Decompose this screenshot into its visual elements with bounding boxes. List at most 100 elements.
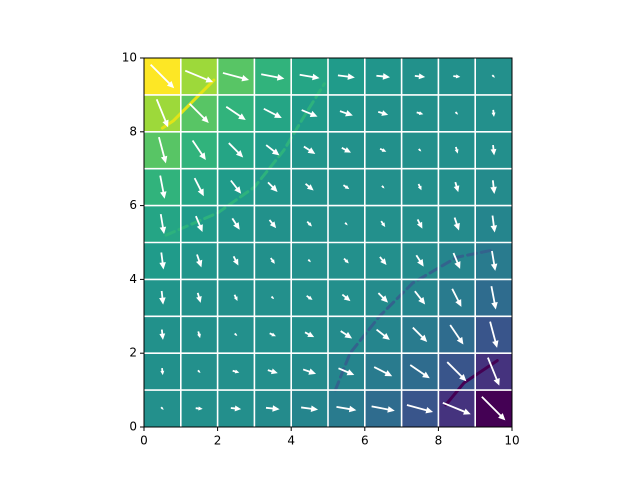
- arrow: [196, 292, 202, 303]
- arrow: [414, 290, 426, 305]
- arrow: [376, 73, 391, 80]
- arrow: [232, 255, 239, 266]
- arrow: [230, 405, 242, 412]
- arrow: [159, 175, 167, 199]
- arrow: [303, 145, 316, 154]
- cell-grid: [144, 58, 512, 427]
- x-tick-label: 0: [140, 434, 148, 448]
- arrow: [379, 147, 387, 152]
- arrow: [490, 250, 498, 271]
- arrow: [377, 110, 389, 116]
- arrow: [307, 259, 311, 263]
- arrow: [302, 368, 317, 375]
- y-tick-label: 0: [129, 420, 137, 434]
- arrow: [453, 74, 461, 79]
- y-tick-label: 6: [129, 198, 137, 212]
- x-tick-label: 8: [435, 434, 443, 448]
- arrow: [409, 364, 430, 379]
- arrow: [377, 292, 388, 303]
- arrow: [490, 215, 498, 233]
- arrow: [491, 74, 495, 78]
- arrow: [196, 254, 203, 268]
- y-tick-label: 8: [129, 124, 137, 138]
- arrow: [265, 405, 280, 412]
- arrow: [416, 111, 424, 116]
- arrow: [342, 184, 350, 190]
- contour-line: [333, 248, 496, 392]
- arrow: [301, 109, 318, 117]
- arrow: [487, 357, 500, 386]
- arrow: [222, 72, 250, 82]
- arrow: [454, 111, 459, 115]
- arrow: [416, 219, 423, 229]
- arrow: [379, 256, 387, 266]
- arrow: [267, 181, 278, 192]
- arrow: [306, 221, 312, 227]
- arrow: [306, 295, 313, 300]
- arrow: [415, 254, 424, 267]
- arrow: [160, 406, 164, 410]
- arrow: [269, 332, 276, 337]
- arrow: [265, 144, 280, 156]
- arrow: [195, 215, 203, 232]
- plot-frame: [143, 57, 513, 428]
- arrow: [417, 183, 422, 191]
- arrow: [195, 406, 203, 411]
- arrow: [490, 180, 497, 194]
- y-tick-label: 10: [122, 51, 137, 65]
- y-tick-label: 2: [129, 346, 137, 360]
- arrow: [336, 405, 357, 413]
- arrow: [261, 73, 285, 81]
- arrow: [453, 217, 460, 231]
- arrow: [481, 396, 506, 421]
- x-tick-label: 10: [504, 434, 519, 448]
- arrow: [233, 294, 238, 301]
- arrow: [489, 321, 499, 348]
- arrow: [490, 286, 498, 310]
- arrow: [344, 222, 348, 226]
- arrow: [188, 103, 209, 123]
- y-tick-label: 4: [129, 272, 137, 286]
- arrow: [490, 144, 497, 156]
- arrow: [406, 404, 434, 414]
- quiver: [149, 64, 506, 421]
- arrow: [453, 181, 460, 193]
- arrow: [337, 73, 355, 80]
- arrow: [232, 369, 240, 374]
- arrow: [442, 402, 471, 415]
- arrow: [301, 405, 319, 413]
- arrow: [193, 177, 204, 197]
- arrow: [267, 368, 278, 375]
- arrow: [343, 257, 349, 264]
- arrow: [230, 179, 242, 194]
- arrow: [371, 405, 395, 413]
- arrow: [159, 213, 167, 235]
- arrow: [412, 326, 428, 342]
- arrow: [263, 107, 282, 118]
- arrow: [155, 98, 169, 128]
- x-tick-label: 2: [214, 434, 222, 448]
- arrow: [304, 183, 314, 191]
- arrow: [304, 331, 315, 338]
- arrow: [159, 329, 166, 340]
- arrow: [270, 257, 275, 264]
- arrow: [338, 367, 355, 376]
- arrow: [454, 146, 459, 154]
- arrow: [159, 290, 166, 305]
- arrow: [414, 73, 426, 80]
- arrow: [299, 73, 320, 81]
- contour-line: [160, 78, 216, 130]
- arrow: [159, 252, 166, 270]
- arrow: [491, 109, 496, 117]
- arrow: [270, 295, 275, 300]
- arrow: [160, 368, 165, 376]
- arrow: [184, 69, 214, 83]
- arrow: [225, 105, 246, 120]
- arrow: [228, 142, 244, 158]
- arrow: [449, 324, 464, 345]
- x-tick-label: 4: [287, 434, 295, 448]
- x-tick-label: 6: [361, 434, 369, 448]
- arrow: [452, 252, 461, 269]
